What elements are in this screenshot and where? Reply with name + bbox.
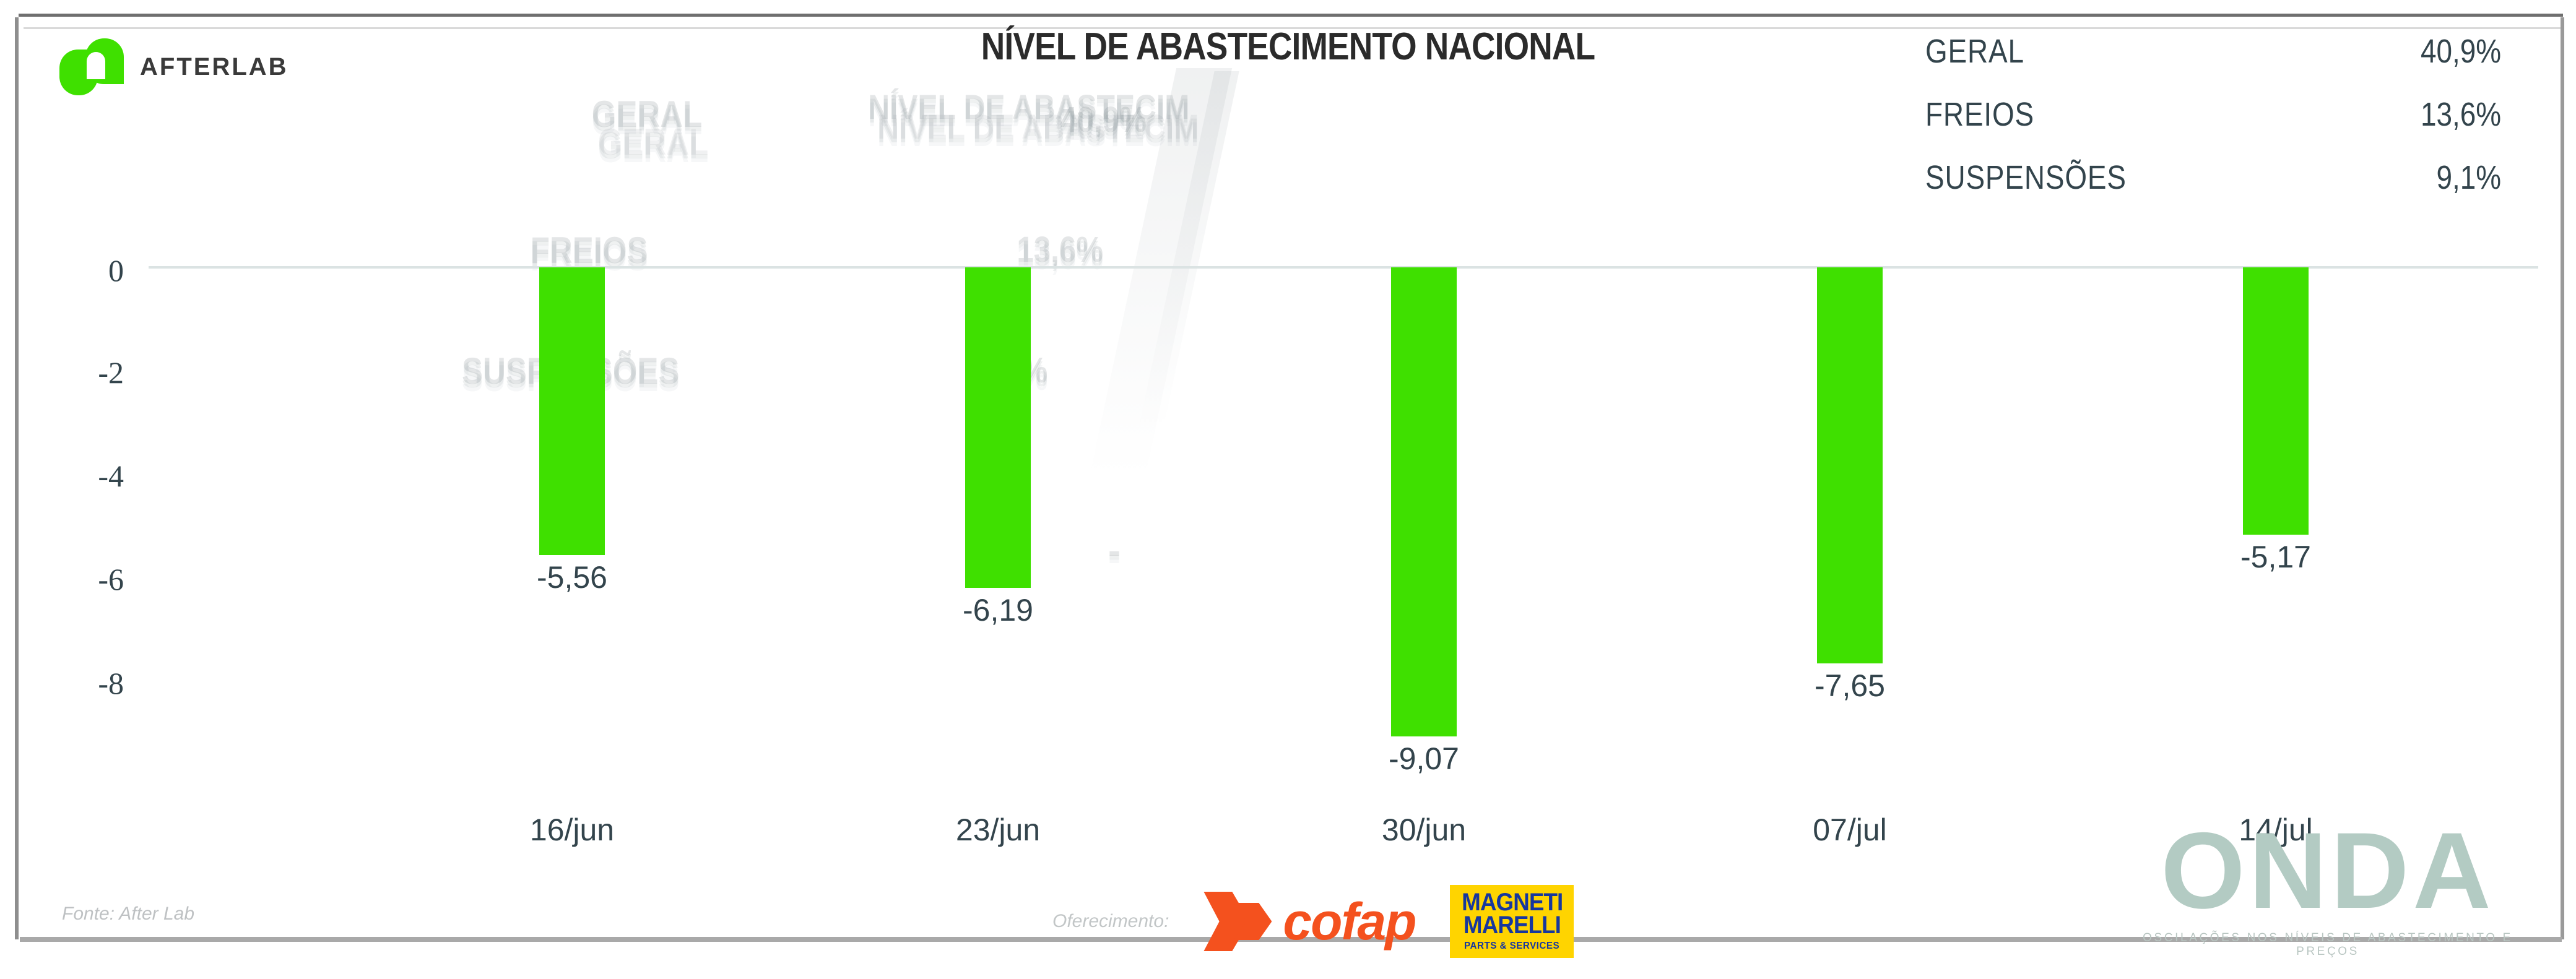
onda-logo: ONDA OSCILAÇÕES NOS NÍVEIS DE ABASTECIME…: [2123, 817, 2532, 959]
slide-frame-left: [15, 17, 19, 939]
bar-14-jul[interactable]: [2243, 267, 2309, 535]
marelli-line1: MAGNETI: [1461, 889, 1563, 916]
ytick--8: -8: [98, 666, 124, 701]
header: AFTERLAB NÍVEL DE ABASTECIMENTO NACIONAL…: [0, 0, 2576, 571]
stats-legend: GERAL 40,9% FREIOS 13,6% SUSPENSÕES 9,1%: [1925, 32, 2501, 222]
ghost-geral-label: GERAL: [591, 93, 703, 135]
xtick-30-jun: 30/jun: [1381, 813, 1467, 847]
cofap-hex-icon: [1203, 892, 1277, 951]
xtick-14-jul: 14/jul: [2239, 813, 2313, 847]
zero-axis-line: [149, 266, 2538, 269]
ytick--4: -4: [98, 459, 124, 493]
slide-frame-bottom: [20, 937, 2562, 942]
chart-plot-area: 0 -2 -4 -6 -8 -5,56 16/jun -6,19 23/jun …: [0, 204, 2576, 854]
ytick-0: 0: [108, 253, 124, 288]
cofap-logo: cofap: [1203, 892, 1416, 951]
stat-value-freios: 13,6%: [2420, 96, 2501, 133]
bar-30-jun[interactable]: [1391, 267, 1457, 736]
xtick-16-jun: 16/jun: [529, 813, 615, 847]
stat-value-geral: 40,9%: [2420, 33, 2501, 70]
stat-value-suspensoes: 9,1%: [2436, 159, 2501, 196]
xtick-23-jun: 23/jun: [955, 813, 1041, 847]
bar-series: -5,56 16/jun -6,19 23/jun -9,07 30/jun -…: [149, 267, 2538, 847]
brand-name: AFTERLAB: [140, 53, 288, 80]
xtick-07-jul: 07/jul: [1813, 813, 1887, 847]
ghost-geral-pct: 40,9%: [1060, 100, 1147, 140]
stat-label-freios: FREIOS: [1925, 96, 2034, 133]
marelli-subline: PARTS & SERVICES: [1464, 940, 1560, 951]
bar-value-16-jun: -5,56: [537, 560, 607, 595]
stat-label-geral: GERAL: [1925, 33, 2024, 70]
onda-wordmark: ONDA: [2161, 811, 2495, 931]
slide-frame-inner-top: [24, 27, 2561, 29]
brand-logo: AFTERLAB: [59, 38, 288, 95]
ghost-title-trail: NÍVEL DE ABASTECIM: [868, 87, 1190, 126]
slide-frame-top: [19, 14, 2563, 17]
cofap-wordmark: cofap: [1283, 892, 1416, 951]
ytick--6: -6: [98, 562, 124, 597]
ghost-geral-label-2: GERAL: [597, 121, 709, 163]
bar-value-30-jun: -9,07: [1389, 741, 1459, 776]
bar-value-07-jul: -7,65: [1815, 668, 1885, 703]
source-note: Fonte: After Lab: [62, 904, 195, 924]
sponsor-row: Oferecimento: cofap MAGNETI MARELLI PART…: [1052, 885, 1574, 958]
bar-16-jun[interactable]: [539, 267, 605, 555]
bar-value-14-jul: -5,17: [2240, 540, 2311, 574]
bar-07-jul[interactable]: [1817, 267, 1883, 663]
footer: Fonte: After Lab Oferecimento: cofap MAG…: [0, 817, 2576, 978]
slide-frame-right: [2561, 17, 2564, 939]
bar-value-23-jun: -6,19: [963, 593, 1033, 628]
onda-tagline: OSCILAÇÕES NOS NÍVEIS DE ABASTECIMENTO E…: [2143, 931, 2513, 958]
ytick--2: -2: [98, 355, 124, 390]
marelli-line2: MARELLI: [1463, 912, 1561, 939]
stat-row-geral: GERAL 40,9%: [1925, 32, 2501, 71]
magneti-marelli-logo: MAGNETI MARELLI PARTS & SERVICES: [1450, 885, 1574, 958]
bar-23-jun[interactable]: [965, 267, 1031, 588]
stat-row-suspensoes: SUSPENSÕES 9,1%: [1925, 158, 2501, 197]
sponsor-label: Oferecimento:: [1052, 911, 1169, 931]
stat-row-freios: FREIOS 13,6%: [1925, 95, 2501, 134]
ghost-title-trail-2: NÍVEL DE ABASTECIM: [877, 107, 1199, 146]
afterlab-leaf-icon: [59, 38, 124, 95]
stat-label-suspensoes: SUSPENSÕES: [1925, 159, 2127, 196]
